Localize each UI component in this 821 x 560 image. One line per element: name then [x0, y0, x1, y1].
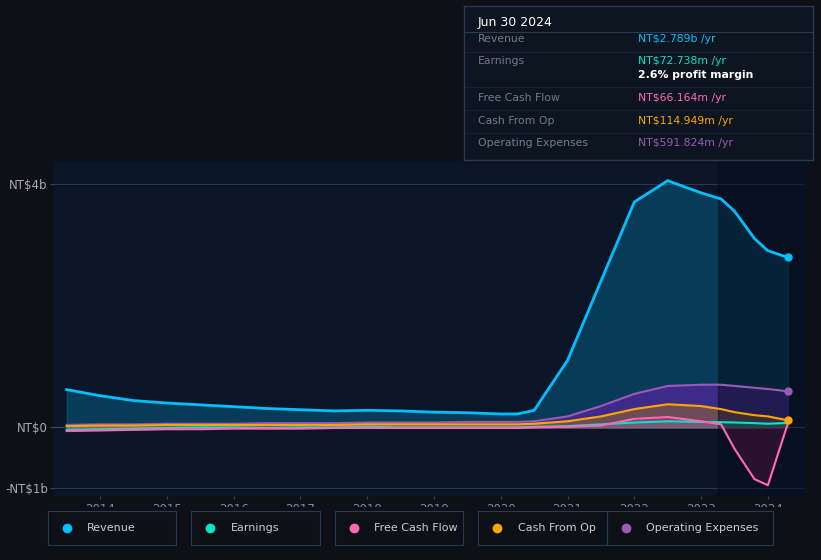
Text: NT$591.824m /yr: NT$591.824m /yr [639, 138, 733, 148]
Text: NT$72.738m /yr: NT$72.738m /yr [639, 56, 727, 66]
Text: Free Cash Flow: Free Cash Flow [374, 523, 458, 533]
Bar [48, 511, 177, 544]
Text: Earnings: Earnings [231, 523, 279, 533]
Text: Free Cash Flow: Free Cash Flow [478, 93, 560, 103]
Text: Revenue: Revenue [87, 523, 136, 533]
Bar [335, 511, 463, 544]
Bar [718, 162, 805, 496]
Text: Jun 30 2024: Jun 30 2024 [478, 16, 553, 29]
Bar [191, 511, 320, 544]
Text: NT$114.949m /yr: NT$114.949m /yr [639, 116, 733, 126]
Text: Cash From Op: Cash From Op [478, 116, 554, 126]
Text: Earnings: Earnings [478, 56, 525, 66]
Bar [607, 511, 773, 544]
Text: Operating Expenses: Operating Expenses [646, 523, 759, 533]
Bar [479, 511, 607, 544]
Text: 2.6% profit margin: 2.6% profit margin [639, 70, 754, 80]
Text: Operating Expenses: Operating Expenses [478, 138, 588, 148]
Text: NT$66.164m /yr: NT$66.164m /yr [639, 93, 727, 103]
Text: Revenue: Revenue [478, 35, 525, 44]
Text: NT$2.789b /yr: NT$2.789b /yr [639, 35, 716, 44]
Text: Cash From Op: Cash From Op [518, 523, 595, 533]
